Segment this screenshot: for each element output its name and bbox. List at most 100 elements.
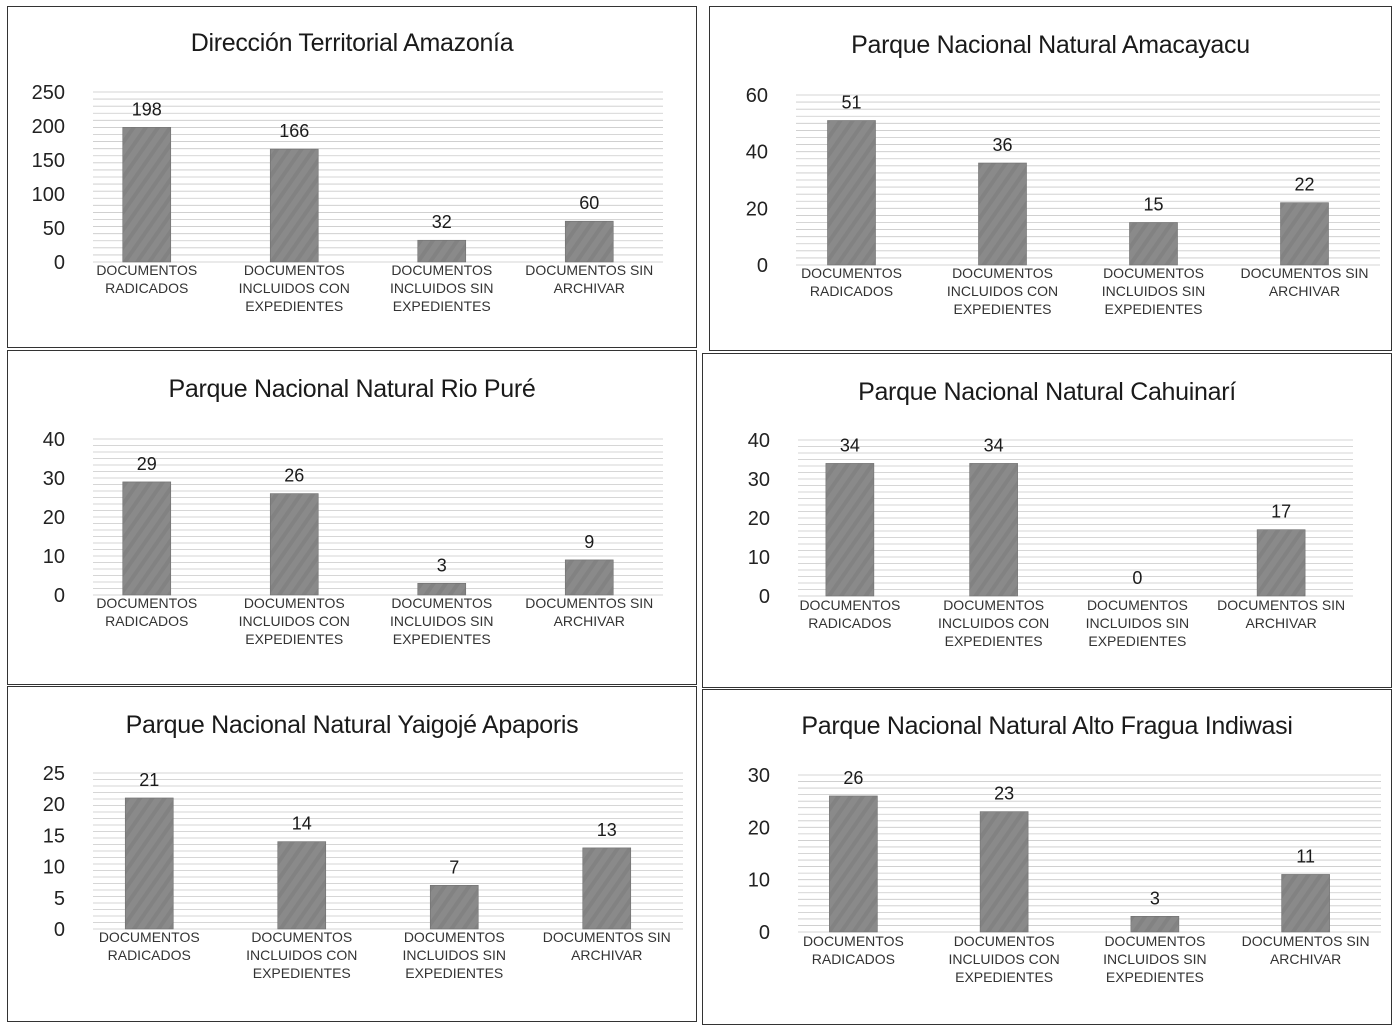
x-tick-label: DOCUMENTOS xyxy=(1104,933,1205,949)
bar xyxy=(825,463,875,597)
x-tick-label: INCLUIDOS CON xyxy=(947,283,1058,299)
bar xyxy=(122,127,172,263)
chart-svg: 0 10 20 30 26 DOCUMENTOS RADICADOS 23 DOCUMENTOS… xyxy=(748,765,1381,985)
data-label: 23 xyxy=(994,784,1014,804)
x-tick-label: DOCUMENTOS xyxy=(391,262,492,278)
x-tick-label: ARCHIVAR xyxy=(554,613,625,629)
data-label: 14 xyxy=(292,814,312,834)
chart-svg: 0 5 10 15 20 25 21 DOCUMENTOS RADICADOS 14 DOCUMEN… xyxy=(43,763,683,981)
x-tick-label: DOCUMENTOS xyxy=(391,595,492,611)
x-tick-label: EXPEDIENTES xyxy=(1106,969,1204,985)
x-tick-label: RADICADOS xyxy=(808,615,891,631)
x-tick-label: DOCUMENTOS xyxy=(801,265,902,281)
x-tick-label: EXPEDIENTES xyxy=(945,633,1043,649)
bar xyxy=(417,239,467,263)
data-label: 15 xyxy=(1143,195,1163,215)
x-tick-label: RADICADOS xyxy=(108,947,191,963)
bar xyxy=(564,559,614,596)
x-tick-label: INCLUIDOS CON xyxy=(239,613,350,629)
data-label: 13 xyxy=(597,820,617,840)
y-tick-label: 30 xyxy=(748,469,770,491)
x-tick-label: EXPEDIENTES xyxy=(245,298,343,314)
x-tick-label: DOCUMENTOS xyxy=(1087,597,1188,613)
x-tick-label: RADICADOS xyxy=(105,280,188,296)
y-tick-label: 0 xyxy=(757,255,768,277)
x-tick-label: DOCUMENTOS xyxy=(954,933,1055,949)
x-tick-label: INCLUIDOS SIN xyxy=(1086,615,1189,631)
data-label: 166 xyxy=(279,121,309,141)
bar xyxy=(1280,202,1329,266)
y-tick-label: 60 xyxy=(746,85,768,107)
chart-svg: 0 10 20 30 40 34 DOCUMENTOS RADICADOS 34 DOCUMENT… xyxy=(748,430,1353,649)
chart-panel-cahuinari: Parque Nacional Natural Cahuinarí 0 10 20 3… xyxy=(702,353,1392,688)
y-tick-label: 10 xyxy=(43,857,65,879)
data-label: 3 xyxy=(1150,888,1160,908)
chart-svg: 0 50 100 150 200 250 198 DOCUMENTOS RADICADOS 166… xyxy=(32,82,663,314)
x-tick-label: INCLUIDOS SIN xyxy=(390,280,493,296)
x-tick-label: DOCUMENTOS xyxy=(404,929,505,945)
data-label: 9 xyxy=(584,532,594,552)
gridlines xyxy=(796,94,1380,266)
y-tick-label: 150 xyxy=(32,150,65,172)
data-label: 7 xyxy=(449,857,459,877)
x-tick-label: EXPEDIENTES xyxy=(393,631,491,647)
chart-title: Parque Nacional Natural Cahuinarí xyxy=(858,378,1236,406)
bar xyxy=(429,885,479,930)
x-tick-label: INCLUIDOS CON xyxy=(938,615,1049,631)
chart-svg: 0 10 20 30 40 29 DOCUMENTOS RADICADOS 26 DOCUMENT… xyxy=(43,429,663,647)
x-tick-label: DOCUMENTOS xyxy=(943,597,1044,613)
y-tick-label: 10 xyxy=(43,546,65,568)
x-tick-label: INCLUIDOS CON xyxy=(239,280,350,296)
bar xyxy=(124,797,174,930)
x-tick-label: EXPEDIENTES xyxy=(955,969,1053,985)
x-tick-label: DOCUMENTOS xyxy=(96,595,197,611)
x-tick-label: DOCUMENTOS xyxy=(99,929,200,945)
data-label: 34 xyxy=(984,435,1004,455)
bar xyxy=(564,220,614,263)
x-tick-label: INCLUIDOS CON xyxy=(246,947,357,963)
x-tick-label: DOCUMENTOS xyxy=(96,262,197,278)
y-tick-label: 100 xyxy=(32,184,65,206)
x-tick-label: DOCUMENTOS xyxy=(1103,265,1204,281)
chart-title: Dirección Territorial Amazonía xyxy=(190,29,514,57)
data-label: 11 xyxy=(1296,846,1315,866)
x-tick-label: DOCUMENTOS xyxy=(244,262,345,278)
x-tick-label: DOCUMENTOS xyxy=(251,929,352,945)
x-tick-label: ARCHIVAR xyxy=(1270,951,1341,967)
x-tick-label: ARCHIVAR xyxy=(571,947,642,963)
data-label: 32 xyxy=(432,212,452,232)
bar xyxy=(978,162,1027,266)
y-tick-label: 20 xyxy=(43,507,65,529)
x-tick-label: INCLUIDOS SIN xyxy=(390,613,493,629)
x-tick-label: RADICADOS xyxy=(810,283,893,299)
bar xyxy=(269,148,319,263)
x-tick-label: DOCUMENTOS SIN xyxy=(1242,933,1370,949)
chart-title: Parque Nacional Natural Rio Puré xyxy=(168,375,536,403)
data-label: 36 xyxy=(992,135,1012,155)
bar xyxy=(277,841,327,930)
x-tick-label: RADICADOS xyxy=(105,613,188,629)
x-tick-label: DOCUMENTOS SIN xyxy=(1240,265,1368,281)
y-tick-label: 0 xyxy=(759,586,770,608)
y-tick-label: 250 xyxy=(32,82,65,104)
y-tick-label: 30 xyxy=(748,765,770,787)
x-tick-label: DOCUMENTOS SIN xyxy=(543,929,671,945)
bar xyxy=(582,847,632,930)
data-label: 26 xyxy=(284,466,304,486)
y-tick-label: 20 xyxy=(746,198,768,220)
bar xyxy=(1281,874,1330,933)
x-tick-label: DOCUMENTOS xyxy=(803,933,904,949)
y-tick-label: 0 xyxy=(54,252,65,274)
chart-panel-direccion-territorial-amazonia: Dirección Territorial Amazonía 0 50 100 150… xyxy=(7,6,697,348)
y-tick-label: 10 xyxy=(748,870,770,892)
x-tick-label: INCLUIDOS SIN xyxy=(403,947,506,963)
chart-panel-rio-pure: Parque Nacional Natural Rio Puré 0 10 20 30… xyxy=(7,350,697,685)
x-tick-label: EXPEDIENTES xyxy=(953,301,1051,317)
x-tick-label: EXPEDIENTES xyxy=(245,631,343,647)
data-label: 3 xyxy=(437,555,447,575)
x-tick-label: INCLUIDOS SIN xyxy=(1102,283,1205,299)
x-tick-label: DOCUMENTOS xyxy=(952,265,1053,281)
bar xyxy=(1129,222,1178,266)
chart-title: Parque Nacional Natural Amacayacu xyxy=(851,31,1250,59)
data-label: 198 xyxy=(132,99,162,119)
